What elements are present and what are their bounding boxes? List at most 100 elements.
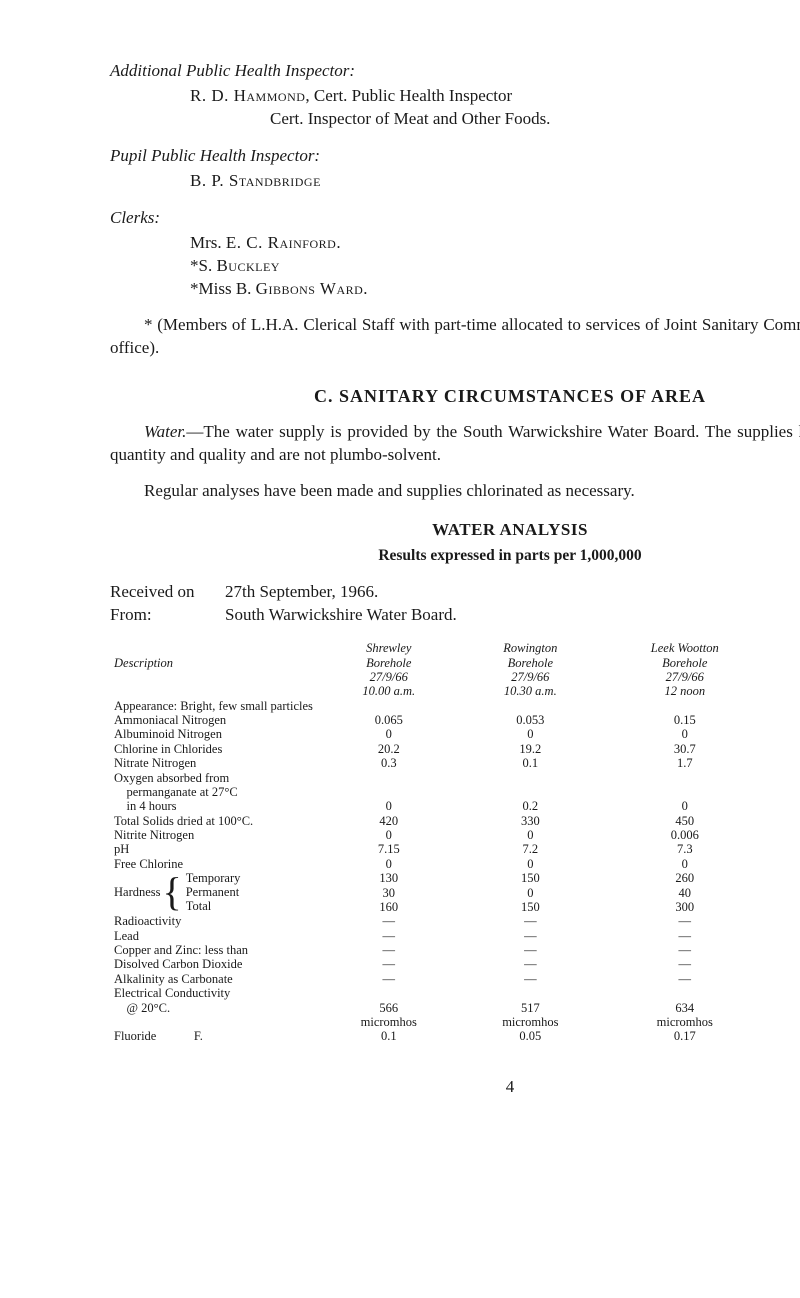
row-val: 0.053 xyxy=(460,713,602,727)
row-val: — xyxy=(601,914,768,928)
row-val xyxy=(601,785,768,799)
row-val: — xyxy=(460,914,602,928)
row-val: 300 xyxy=(601,900,768,914)
row-desc: Free Chlorine xyxy=(110,857,318,871)
row-val: 615 xyxy=(768,814,800,828)
row-val: micromhos xyxy=(460,1015,602,1029)
row-desc: Nitrate Nitrogen xyxy=(110,756,318,770)
col-head-line: Leek Wootton xyxy=(601,641,768,655)
water-para-1: Water.—The water supply is provided by t… xyxy=(110,421,800,467)
row-val: — xyxy=(460,957,602,971)
row-val: 566 xyxy=(318,1001,460,1015)
clerk-prefix: Mrs. xyxy=(190,233,226,252)
role-title: Clerks: xyxy=(110,207,800,230)
row-val: 30 xyxy=(318,886,460,900)
row-val xyxy=(318,771,460,785)
row-val: 0 xyxy=(318,828,460,842)
row-val: 0.006 xyxy=(601,828,768,842)
row-val: 0 xyxy=(460,828,602,842)
col-head-line: 12 noon xyxy=(601,684,768,698)
row-val: — xyxy=(460,929,602,943)
row-desc: Appearance: Bright, few small particles xyxy=(110,699,318,713)
row-val xyxy=(460,986,602,1000)
row-val: 130 xyxy=(318,871,460,885)
row-val: 517 xyxy=(460,1001,602,1015)
received-on-label: Received on xyxy=(110,581,225,604)
clerk-line: *Miss B. Gibbons Ward. xyxy=(190,278,800,301)
row-val xyxy=(768,771,800,785)
row-val: 0 xyxy=(318,799,460,813)
role-additional-inspector: Additional Public Health Inspector: R. D… xyxy=(110,60,800,131)
row-val: 40 xyxy=(601,886,768,900)
row-val: 0 xyxy=(601,799,768,813)
row-val: 0.3 xyxy=(318,756,460,770)
row-val xyxy=(768,785,800,799)
col-head-line: 27/9/66 xyxy=(318,670,460,684)
col-head-line: 27/9/66 xyxy=(768,670,800,684)
row-val: 0 xyxy=(768,799,800,813)
row-desc xyxy=(110,1015,318,1029)
col-head-line: 10.00 a.m. xyxy=(318,684,460,698)
row-val: — xyxy=(768,972,800,986)
hardness-sub: Temporary xyxy=(186,871,241,885)
row-val: 0.2 xyxy=(460,799,602,813)
row-val xyxy=(318,699,460,713)
clerk-name: Buckley xyxy=(216,256,280,275)
row-val: 0 xyxy=(460,857,602,871)
row-val: — xyxy=(768,914,800,928)
row-desc: permanganate at 27°C xyxy=(110,785,318,799)
row-val xyxy=(768,699,800,713)
col-head-line: Shrewley xyxy=(318,641,460,655)
role-line2: Cert. Inspector of Meat and Other Foods. xyxy=(110,108,800,131)
row-val: — xyxy=(318,929,460,943)
col-head-line: Borehole xyxy=(768,656,800,670)
row-val: — xyxy=(318,972,460,986)
desc-head: Description xyxy=(110,656,318,670)
col-head-line: 10.30 a.m. xyxy=(460,684,602,698)
row-val xyxy=(318,986,460,1000)
row-val: 0 xyxy=(601,727,768,741)
page-number: 4 xyxy=(110,1076,800,1099)
row-desc: Total Solids dried at 100°C. xyxy=(110,814,318,828)
col-head-line: Borehole xyxy=(460,656,602,670)
row-val xyxy=(460,785,602,799)
row-val: — xyxy=(318,943,460,957)
row-val: — xyxy=(460,972,602,986)
row-val: 7.0 xyxy=(768,842,800,856)
hardness-sub: Permanent xyxy=(186,885,241,899)
role-clerks: Clerks: Mrs. E. C. Rainford.*S. Buckley*… xyxy=(110,207,800,301)
clerk-prefix: *Miss B. xyxy=(190,279,256,298)
row-val: 150 xyxy=(460,900,602,914)
row-val: — xyxy=(601,929,768,943)
row-val xyxy=(768,986,800,1000)
row-val: 0.13 xyxy=(768,713,800,727)
row-val: — xyxy=(601,957,768,971)
row-val: micromhos xyxy=(768,1015,800,1029)
clerks-list: Mrs. E. C. Rainford.*S. Buckley*Miss B. … xyxy=(110,232,800,301)
row-val: 0.05 xyxy=(460,1029,602,1043)
row-val: 7.15 xyxy=(318,842,460,856)
row-val: — xyxy=(768,943,800,957)
row-desc: Chlorine in Chlorides xyxy=(110,742,318,756)
row-val: 260 xyxy=(768,900,800,914)
col-head-line: Rowington xyxy=(460,641,602,655)
person-name: R. D. Hammond xyxy=(190,86,305,105)
row-val: 330 xyxy=(460,814,602,828)
role-pupil-inspector: Pupil Public Health Inspector: B. P. Sta… xyxy=(110,145,800,193)
row-val: 0.08 xyxy=(768,1029,800,1043)
row-val: 160 xyxy=(318,900,460,914)
row-desc: Alkalinity as Carbonate xyxy=(110,972,318,986)
row-desc: @ 20°C. xyxy=(110,1001,318,1015)
brace-icon: { xyxy=(163,872,182,912)
row-val: 0 xyxy=(318,857,460,871)
clerk-line: Mrs. E. C. Rainford. xyxy=(190,232,800,255)
col-head-line: 27/9/66 xyxy=(460,670,602,684)
row-val: 0.1 xyxy=(318,1029,460,1043)
row-val: 0.065 xyxy=(318,713,460,727)
row-val: 450 xyxy=(601,814,768,828)
row-val: 20.2 xyxy=(318,742,460,756)
row-val: 145 xyxy=(768,871,800,885)
clerk-name: Gibbons Ward xyxy=(256,279,364,298)
analysis-head: WATER ANALYSIS xyxy=(110,519,800,542)
row-val: 0 xyxy=(768,828,800,842)
